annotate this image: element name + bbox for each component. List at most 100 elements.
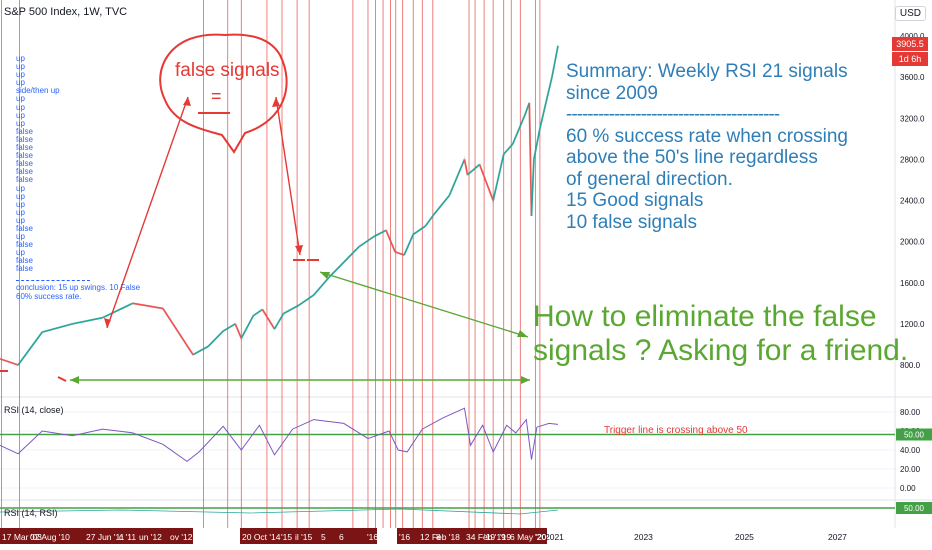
signal-item: false bbox=[16, 159, 33, 169]
price-segment bbox=[503, 143, 514, 155]
signal-item: false bbox=[16, 167, 33, 177]
time-axis-label: 6 May '20 bbox=[510, 532, 547, 542]
price-segment bbox=[478, 164, 494, 201]
currency-badge[interactable]: USD bbox=[894, 6, 926, 21]
time-axis-highlight bbox=[397, 528, 547, 544]
price-segment bbox=[343, 246, 360, 263]
signal-item: false bbox=[16, 143, 33, 153]
arrowhead bbox=[320, 272, 330, 279]
time-axis-highlight bbox=[0, 528, 193, 544]
signal-item: false bbox=[16, 126, 33, 136]
price-tag: 3905.5 bbox=[892, 37, 928, 51]
signal-item: false bbox=[16, 175, 33, 185]
price-segment bbox=[234, 323, 243, 339]
time-axis-label: 17 Mar '03 bbox=[2, 532, 42, 542]
price-segment bbox=[528, 102, 533, 216]
price-segment bbox=[240, 315, 255, 339]
conclusion-line: conclusion: 15 up swings. 10 False bbox=[16, 283, 141, 292]
question-line-2: signals ? Asking for a friend. bbox=[533, 334, 909, 367]
signal-item: up bbox=[16, 110, 25, 120]
signal-item: false bbox=[16, 264, 33, 274]
arrowhead bbox=[521, 376, 530, 384]
time-axis-label: 2025 bbox=[735, 532, 754, 542]
price-segment bbox=[385, 230, 396, 253]
price-segment bbox=[466, 163, 481, 176]
time-axis-label: il '15 bbox=[295, 532, 312, 542]
conclusion-divider bbox=[16, 280, 90, 281]
arrowhead bbox=[70, 376, 79, 384]
timer-tag: 1d 6h bbox=[892, 52, 928, 66]
marker bbox=[57, 376, 67, 382]
price-segment bbox=[17, 331, 43, 366]
arrowhead bbox=[517, 330, 528, 337]
price-segment bbox=[222, 323, 236, 332]
signal-item: up bbox=[16, 78, 25, 88]
trigger-value-box bbox=[896, 428, 932, 441]
price-segment bbox=[298, 294, 315, 307]
price-tick-label: 1600.0 bbox=[900, 279, 925, 288]
price-segment bbox=[394, 251, 405, 256]
signal-item: up bbox=[16, 102, 25, 112]
summary-title-2: since 2009 bbox=[566, 82, 658, 104]
trigger-annotation: Trigger line is crossing above 50 bbox=[604, 425, 748, 436]
time-axis-label: 20 Oct '14 bbox=[242, 532, 281, 542]
time-axis-label: 8 bbox=[436, 532, 441, 542]
rsi-tick-label: 40.00 bbox=[900, 446, 921, 455]
arrowhead bbox=[104, 318, 111, 328]
signal-item: up bbox=[16, 62, 25, 72]
summary-line-4: 15 Good signals bbox=[566, 190, 704, 211]
price-tick-label: 3200.0 bbox=[900, 114, 925, 123]
arrowhead bbox=[183, 97, 191, 106]
false-signals-bubble bbox=[159, 33, 288, 154]
price-segment bbox=[403, 234, 414, 256]
price-segment bbox=[373, 229, 387, 238]
symbol-title[interactable]: S&P 500 Index, 1W, TVC bbox=[4, 6, 128, 18]
price-segment bbox=[132, 302, 164, 310]
price-segment bbox=[102, 302, 134, 319]
signal-item: up bbox=[16, 183, 25, 193]
price-segment bbox=[313, 277, 330, 296]
signal-item: up bbox=[16, 118, 25, 128]
signal-item: up bbox=[16, 191, 25, 201]
price-tick-label: 2800.0 bbox=[900, 155, 925, 164]
rsi2-pane-label[interactable]: RSI (14, RSI) bbox=[4, 508, 58, 518]
question-line-1: How to eliminate the false bbox=[533, 300, 877, 333]
rsi-pane-label[interactable]: RSI (14, close) bbox=[4, 405, 64, 415]
price-segment bbox=[539, 102, 547, 129]
signal-item: up bbox=[16, 232, 25, 242]
rsi2-line bbox=[0, 508, 559, 515]
conclusion-line: 60% success rate. bbox=[16, 292, 82, 301]
signal-item: up bbox=[16, 70, 25, 80]
price-segment bbox=[261, 309, 276, 330]
price-tick-label: 800.0 bbox=[900, 361, 921, 370]
price-segment bbox=[0, 358, 19, 366]
signal-item: side/then up bbox=[16, 86, 60, 96]
rsi2-value-box bbox=[896, 502, 932, 514]
signal-list: up up up up side/then up up up up up false false fa… bbox=[16, 54, 60, 274]
signal-item: up bbox=[16, 199, 25, 209]
signal-item: up bbox=[16, 94, 25, 104]
price-segment bbox=[72, 316, 103, 325]
price-segment bbox=[412, 225, 426, 236]
price-segment bbox=[358, 235, 375, 248]
time-axis-label: 2021 bbox=[545, 532, 564, 542]
price-segment bbox=[463, 159, 469, 175]
time-axis-label: '16 bbox=[399, 532, 410, 542]
signal-item: false bbox=[16, 134, 33, 144]
price-tick-label: 2000.0 bbox=[900, 238, 925, 247]
price-segment bbox=[492, 154, 505, 201]
rsi2-value-label: 50.00 bbox=[904, 504, 925, 513]
time-axis-label: '20 bbox=[535, 532, 546, 542]
time-axis-highlight bbox=[240, 528, 377, 544]
time-axis-label: 2023 bbox=[634, 532, 653, 542]
time-axis-label: 02 Aug '10 bbox=[30, 532, 70, 542]
false-arrow-right bbox=[275, 96, 301, 256]
price-segment bbox=[424, 213, 435, 227]
time-axis-label: 27 Jun '11 bbox=[86, 532, 125, 542]
time-axis-label: 2027 bbox=[828, 532, 847, 542]
price-segment bbox=[162, 308, 194, 356]
trigger-value-label: 50.00 bbox=[904, 431, 925, 440]
price-segment bbox=[530, 159, 535, 216]
